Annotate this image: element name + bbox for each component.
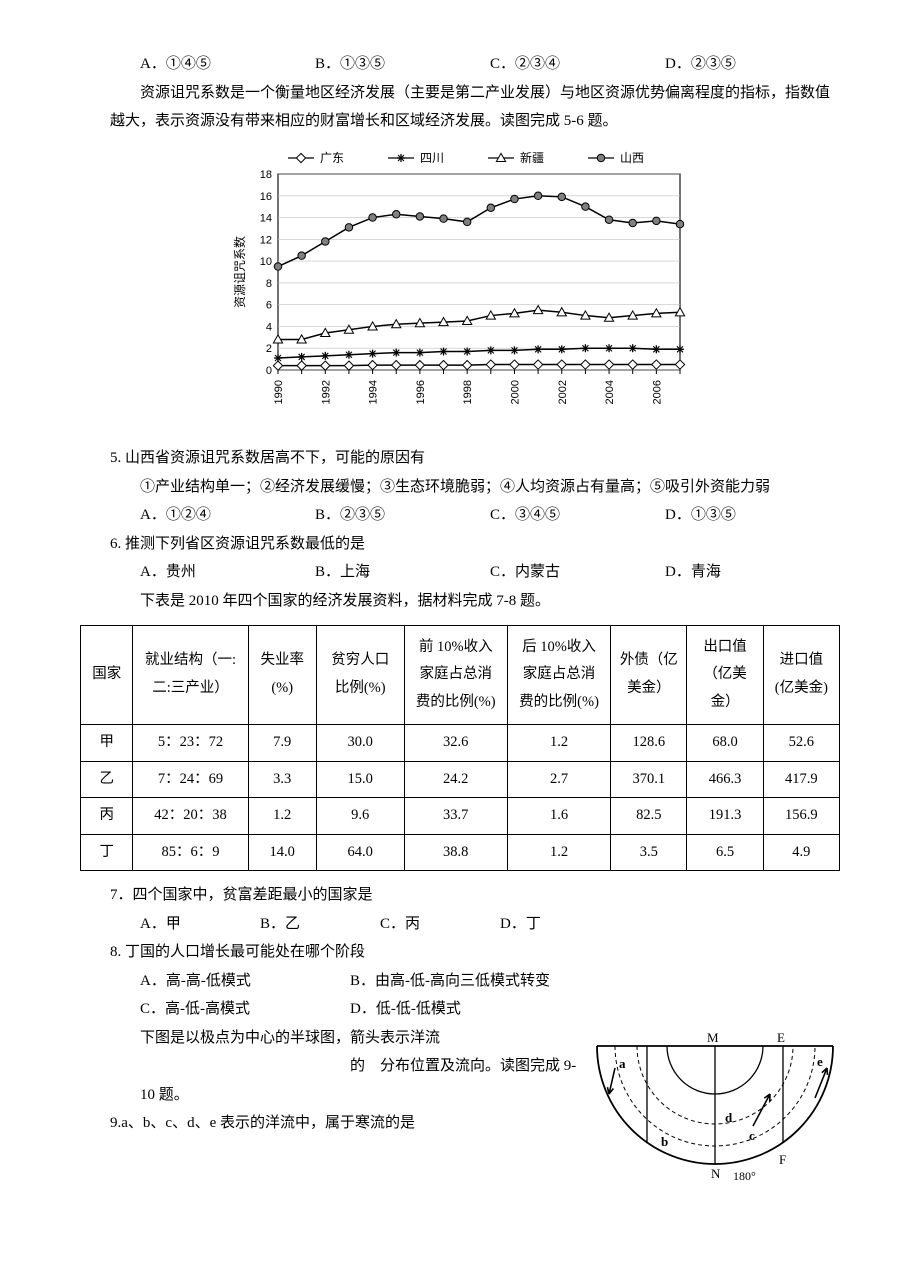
svg-text:2006: 2006	[651, 380, 663, 404]
q5-detail: ①产业结构单一；②经济发展缓慢；③生态环境脆弱；④人均资源占有量高；⑤吸引外资能…	[80, 473, 840, 502]
svg-text:2004: 2004	[604, 380, 616, 404]
q8-choice-d: D．低-低-低模式	[350, 995, 461, 1024]
svg-text:c: c	[749, 1128, 755, 1143]
economy-table: 国家就业结构（一:二:三产业）失业率(%)贫穷人口比例(%)前 10%收入家庭占…	[80, 625, 840, 871]
svg-text:新疆: 新疆	[520, 150, 544, 165]
svg-text:2000: 2000	[509, 380, 521, 404]
svg-text:b: b	[661, 1134, 668, 1149]
resource-curse-chart: 0 2 4 6 8 10 12 14 16 18 资源诅咒系数 1990 1992 1994 1996 199…	[80, 146, 840, 427]
q7-stem: 7．四个国家中，贫富差距最小的国家是	[80, 881, 840, 910]
svg-text:1992: 1992	[320, 380, 332, 404]
svg-text:1998: 1998	[462, 380, 474, 404]
svg-text:广东: 广东	[320, 151, 344, 165]
q7-choice-d: D．丁	[500, 910, 620, 939]
ocean-current-figure: M E N Fa b c d e 180°	[590, 1028, 840, 1204]
svg-text:d: d	[725, 1110, 733, 1125]
q5-choice-d: D．①③⑤	[665, 501, 840, 530]
svg-text:4: 4	[266, 321, 272, 333]
q7-choice-c: C．丙	[380, 910, 500, 939]
q5-choice-c: C．③④⑤	[490, 501, 665, 530]
q6-stem: 6. 推测下列省区资源诅咒系数最低的是	[80, 530, 840, 559]
svg-text:18: 18	[260, 169, 272, 181]
q8-stem: 8. 丁国的人口增长最可能处在哪个阶段	[80, 938, 840, 967]
svg-text:F: F	[779, 1152, 786, 1167]
svg-text:2002: 2002	[557, 380, 569, 404]
svg-text:10: 10	[260, 256, 272, 268]
q5-choice-b: B．②③⑤	[315, 501, 490, 530]
q6-choice-b: B．上海	[315, 558, 490, 587]
svg-text:四川: 四川	[420, 151, 444, 165]
svg-text:180°: 180°	[733, 1169, 756, 1183]
choice-d: D．②③⑤	[665, 50, 840, 79]
svg-text:14: 14	[260, 212, 272, 224]
q8-choice-c: C．高-低-高模式	[140, 995, 350, 1024]
q5-stem: 5. 山西省资源诅咒系数居高不下，可能的原因有	[80, 444, 840, 473]
svg-text:6: 6	[266, 299, 272, 311]
svg-text:1994: 1994	[368, 380, 380, 404]
q7-choices: A．甲 B．乙 C．丙 D．丁	[80, 910, 840, 939]
q6-choice-a: A．贵州	[140, 558, 315, 587]
choice-b: B．①③⑤	[315, 50, 490, 79]
q5-choices: A．①②④ B．②③⑤ C．③④⑤ D．①③⑤	[80, 501, 840, 530]
svg-text:山西: 山西	[620, 151, 644, 165]
intro-paragraph-5-6: 资源诅咒系数是一个衡量地区经济发展（主要是第二产业发展）与地区资源优势偏离程度的…	[80, 79, 840, 136]
q6-choice-c: C．内蒙古	[490, 558, 665, 587]
svg-text:1996: 1996	[415, 380, 427, 404]
q6-choice-d: D．青海	[665, 558, 840, 587]
svg-text:e: e	[817, 1054, 823, 1069]
svg-text:12: 12	[260, 234, 272, 246]
svg-text:a: a	[619, 1056, 626, 1071]
svg-text:2: 2	[266, 343, 272, 355]
svg-text:16: 16	[260, 190, 272, 202]
q8-choice-b: B．由高-低-高向三低模式转变	[350, 967, 550, 996]
svg-text:1990: 1990	[273, 380, 285, 404]
q5-choice-a: A．①②④	[140, 501, 315, 530]
q8-choice-a: A．高-高-低模式	[140, 967, 350, 996]
svg-text:N: N	[711, 1166, 721, 1181]
svg-text:E: E	[777, 1030, 785, 1045]
intro-paragraph-7-8: 下表是 2010 年四个国家的经济发展资料，据材料完成 7-8 题。	[80, 587, 840, 616]
svg-text:0: 0	[266, 365, 272, 377]
q7-choice-b: B．乙	[260, 910, 380, 939]
q7-choice-a: A．甲	[140, 910, 260, 939]
q8-choices: A．高-高-低模式 B．由高-低-高向三低模式转变 C．高-低-高模式 D．低-…	[80, 967, 840, 1024]
svg-text:资源诅咒系数: 资源诅咒系数	[232, 235, 247, 307]
q6-choices: A．贵州 B．上海 C．内蒙古 D．青海	[80, 558, 840, 587]
choice-c: C．②③④	[490, 50, 665, 79]
question-prev-choices: A．①④⑤ B．①③⑤ C．②③④ D．②③⑤	[80, 50, 840, 79]
svg-text:M: M	[707, 1030, 719, 1045]
svg-text:8: 8	[266, 277, 272, 289]
choice-a: A．①④⑤	[140, 50, 315, 79]
